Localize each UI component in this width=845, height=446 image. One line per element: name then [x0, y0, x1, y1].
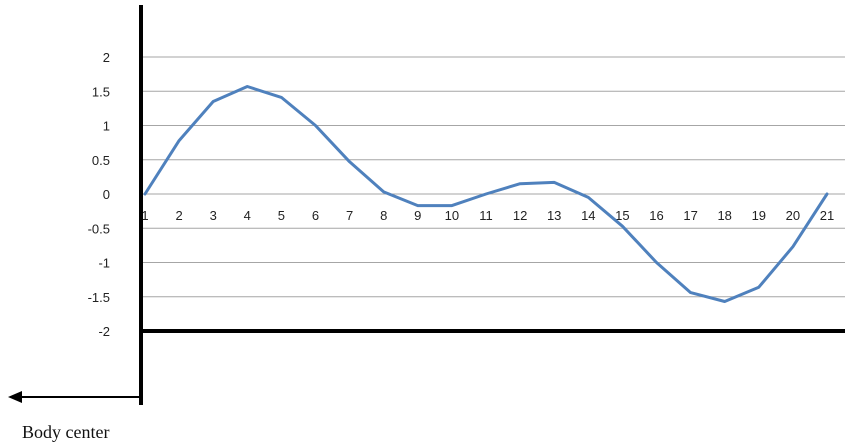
x-tick-label: 5 [278, 208, 285, 223]
y-tick-label: -0.5 [88, 221, 110, 236]
x-tick-label: 6 [312, 208, 319, 223]
y-tick-label: -1 [98, 256, 110, 271]
x-tick-label: 9 [414, 208, 421, 223]
x-tick-label: 20 [786, 208, 800, 223]
x-tick-label: 1 [141, 208, 148, 223]
y-tick-label: 2 [103, 50, 110, 65]
x-tick-label: 12 [513, 208, 527, 223]
y-tick-label: 0.5 [92, 153, 110, 168]
body-center-arrow [8, 391, 139, 403]
x-tick-label: 10 [445, 208, 459, 223]
x-tick-label: 14 [581, 208, 595, 223]
series-lines [143, 85, 829, 303]
x-axis-tick-labels: 1 2 3 4 5 6 7 8 9 10 11 12 13 14 15 16 17 18 19 20 21 [141, 208, 834, 223]
x-tick-label: 4 [244, 208, 251, 223]
x-tick-label: 18 [717, 208, 731, 223]
y-tick-label: 0 [103, 187, 110, 202]
x-tick-label: 17 [683, 208, 697, 223]
x-tick-label: 11 [479, 208, 493, 223]
arrow-left-icon [8, 391, 22, 403]
x-tick-label: 15 [615, 208, 629, 223]
y-tick-label: 1.5 [92, 84, 110, 99]
x-tick-label: 21 [820, 208, 834, 223]
x-tick-label: 2 [175, 208, 182, 223]
y-tick-label: -2 [98, 324, 110, 339]
x-tick-label: 16 [649, 208, 663, 223]
x-tick-label: 8 [380, 208, 387, 223]
x-tick-label: 13 [547, 208, 561, 223]
x-tick-label: 3 [210, 208, 217, 223]
x-tick-label: 7 [346, 208, 353, 223]
x-tick-label: 19 [752, 208, 766, 223]
y-tick-label: 1 [103, 119, 110, 134]
series-line [143, 85, 829, 303]
y-axis-tick-labels: 2 1.5 1 0.5 0 -0.5 -1 -1.5 -2 [88, 50, 110, 339]
y-tick-label: -1.5 [88, 290, 110, 305]
body-center-label: Body center [22, 422, 110, 442]
grid-lines [143, 56, 845, 298]
